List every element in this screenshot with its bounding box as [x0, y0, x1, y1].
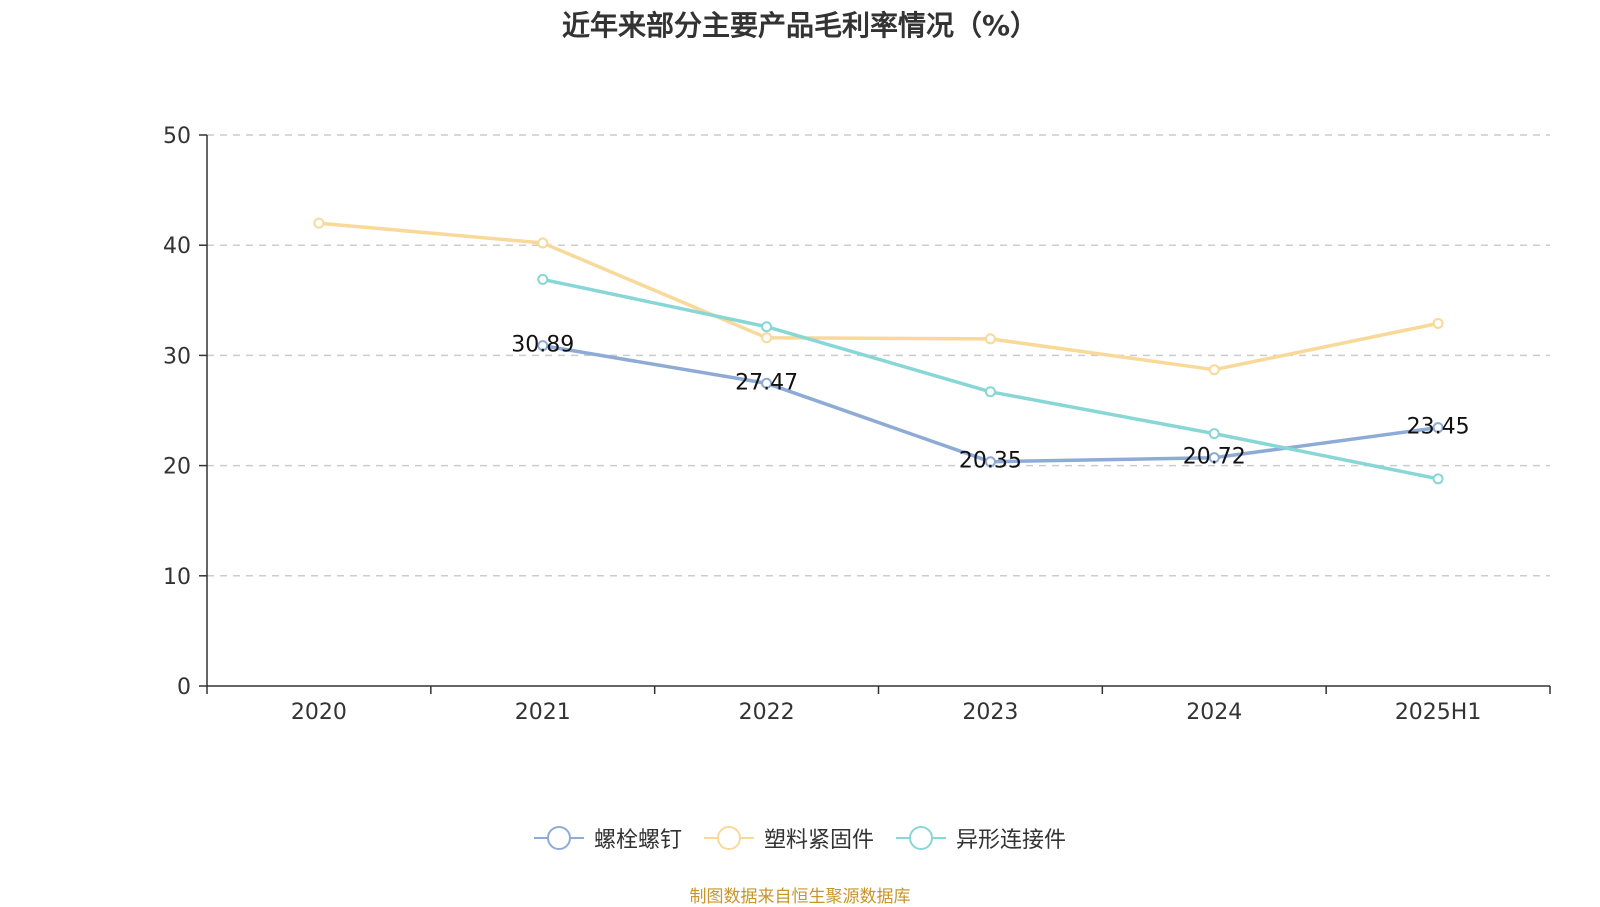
data-point	[1432, 473, 1444, 485]
data-point	[537, 237, 549, 249]
x-tick-label: 2023	[962, 700, 1018, 725]
grid-lines	[207, 134, 1550, 577]
data-point	[761, 377, 773, 389]
legend-label: 螺栓螺钉	[593, 828, 682, 853]
legend-circle	[909, 826, 933, 850]
legend-item[interactable]: 异形连接件	[896, 822, 1066, 854]
legend-marker-icon	[703, 826, 754, 850]
data-label: 23.45	[1407, 415, 1470, 440]
data-point	[537, 340, 549, 352]
data-point	[1208, 364, 1220, 376]
data-point	[313, 217, 325, 229]
legend-marker-icon	[896, 826, 946, 850]
x-tick-label: 2022	[739, 700, 795, 725]
source-note: 制图数据来自恒生聚源数据库	[689, 887, 911, 907]
legend-label: 异形连接件	[956, 828, 1067, 853]
data-point	[761, 321, 773, 333]
x-tick-label: 2021	[515, 700, 571, 725]
legend-item[interactable]: 螺栓螺钉	[533, 822, 682, 854]
legend: 螺栓螺钉 塑料紧固件 异形连接件	[0, 822, 1600, 854]
data-point	[761, 332, 773, 344]
series-line	[541, 343, 1440, 464]
axes: 0 10 20 30 40 50 2020 2021 2022 2023 2024 2025H1	[163, 124, 1551, 725]
series-line	[317, 221, 1440, 372]
legend-label: 塑料紧固件	[763, 828, 874, 853]
data-label: 30.89	[511, 333, 574, 358]
data-label: 20.35	[959, 449, 1022, 474]
x-tick-label: 2024	[1186, 700, 1242, 725]
y-tick-label: 30	[163, 344, 191, 369]
data-point	[537, 273, 549, 285]
data-label: 20.72	[1183, 445, 1246, 470]
legend-marker-icon	[533, 826, 584, 850]
series-lines	[313, 217, 1444, 485]
data-point	[1432, 422, 1444, 434]
x-tick-label: 2025H1	[1395, 700, 1482, 725]
data-point	[984, 386, 996, 398]
y-tick-label: 50	[163, 124, 191, 149]
legend-circle	[546, 826, 571, 850]
data-point	[984, 456, 996, 468]
y-tick-label: 10	[163, 565, 191, 590]
data-labels: 30.89 27.47 20.35 20.72 23.45	[511, 333, 1469, 474]
data-point	[1208, 428, 1220, 440]
y-tick-label: 0	[177, 675, 191, 700]
y-tick-label: 20	[163, 455, 191, 480]
y-tick-label: 40	[163, 234, 191, 259]
data-point	[1432, 317, 1444, 329]
data-point	[1208, 452, 1220, 464]
data-point	[984, 333, 996, 345]
legend-circle	[716, 826, 741, 850]
data-label: 27.47	[735, 370, 798, 395]
chart-title: 近年来部分主要产品毛利率情况（%）	[561, 9, 1039, 42]
legend-item[interactable]: 塑料紧固件	[703, 822, 874, 854]
x-tick-label: 2020	[291, 700, 347, 725]
